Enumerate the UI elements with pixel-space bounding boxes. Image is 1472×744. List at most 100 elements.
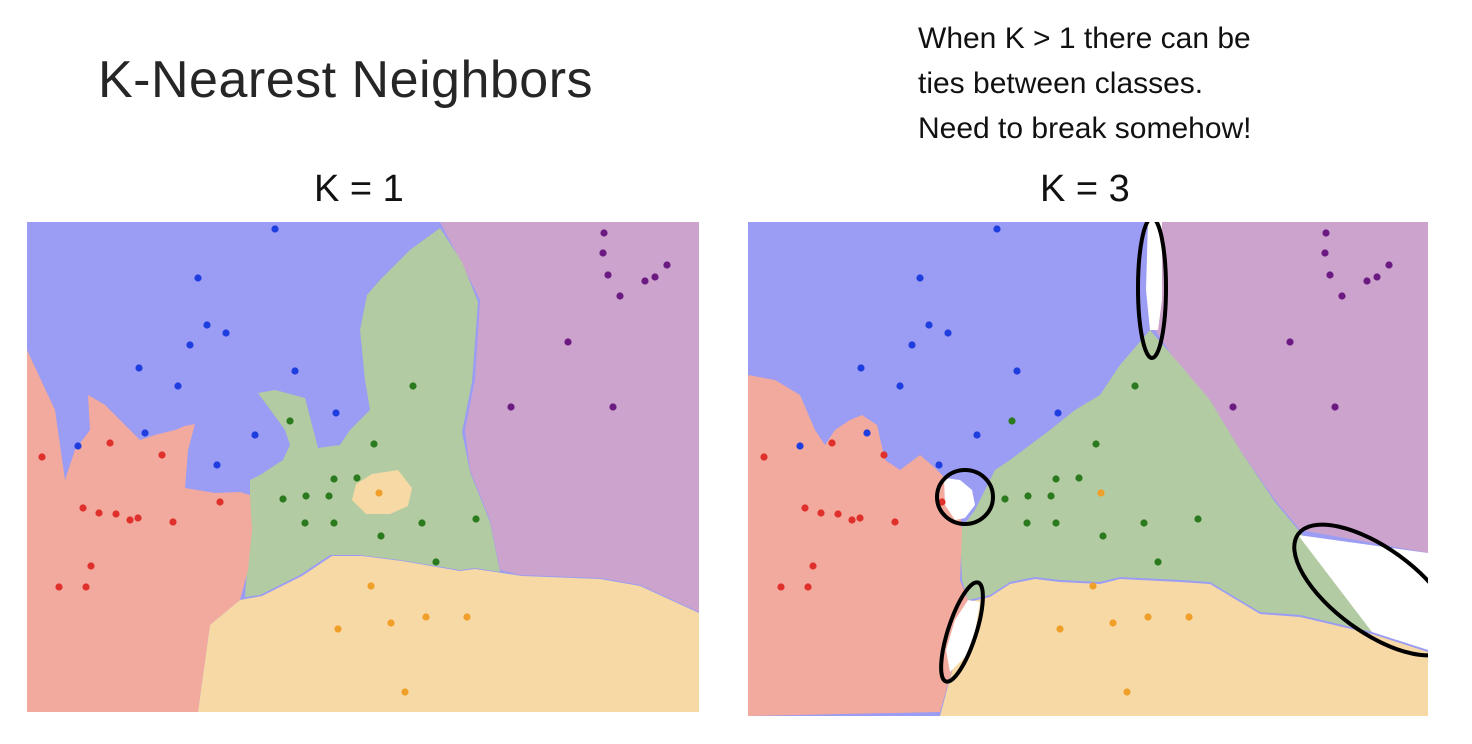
- point-red: [809, 562, 817, 570]
- point-orange: [1185, 613, 1193, 621]
- tie-region-mid: [944, 478, 975, 520]
- tie-outline-right: [1292, 522, 1428, 658]
- point-blue: [291, 367, 299, 375]
- point-blue: [332, 409, 340, 417]
- point-red: [38, 453, 46, 461]
- point-purple: [1321, 249, 1329, 257]
- point-blue: [194, 274, 202, 282]
- point-orange: [1123, 688, 1131, 696]
- point-blue: [944, 329, 952, 337]
- point-orange: [387, 619, 395, 627]
- point-red: [880, 451, 888, 459]
- region-orange: [940, 579, 1428, 716]
- point-blue: [135, 364, 143, 372]
- point-purple: [600, 229, 608, 237]
- region-orange: [198, 556, 699, 712]
- point-blue: [908, 341, 916, 349]
- point-red: [87, 562, 95, 570]
- point-purple: [507, 403, 515, 411]
- region-purple: [440, 222, 699, 612]
- point-red: [804, 583, 812, 591]
- point-red: [82, 583, 90, 591]
- point-orange: [1089, 582, 1097, 590]
- point-red: [760, 453, 768, 461]
- point-red: [834, 510, 842, 518]
- point-green: [432, 558, 440, 566]
- region-green: [245, 228, 500, 597]
- point-green: [353, 474, 361, 482]
- point-green: [1001, 495, 1009, 503]
- point-blue: [1054, 409, 1062, 417]
- point-purple: [604, 271, 612, 279]
- point-orange: [367, 582, 375, 590]
- points-k3: [760, 225, 1393, 696]
- point-green: [1075, 474, 1083, 482]
- point-green: [1131, 382, 1139, 390]
- point-red: [777, 583, 785, 591]
- point-blue: [174, 382, 182, 390]
- point-green: [377, 532, 385, 540]
- point-green: [409, 382, 417, 390]
- point-orange: [401, 688, 409, 696]
- knn-decision-map-k1: [27, 222, 699, 712]
- slide-title: K-Nearest Neighbors: [98, 51, 594, 109]
- point-green: [330, 519, 338, 527]
- point-red: [112, 510, 120, 518]
- tie-region-right: [1298, 535, 1428, 650]
- point-purple: [1322, 229, 1330, 237]
- region-red: [748, 375, 968, 716]
- point-green: [302, 492, 310, 500]
- point-green: [1194, 515, 1202, 523]
- tie-outline-top: [1136, 222, 1168, 360]
- point-blue: [141, 429, 149, 437]
- point-red: [891, 518, 899, 526]
- point-red: [817, 509, 825, 517]
- point-green: [1099, 532, 1107, 540]
- point-purple: [1229, 403, 1237, 411]
- point-orange: [1144, 613, 1152, 621]
- point-red: [216, 498, 224, 506]
- point-green: [286, 417, 294, 425]
- point-orange: [1097, 489, 1105, 497]
- point-green: [279, 495, 287, 503]
- points-k1: [38, 225, 671, 696]
- point-blue: [74, 442, 82, 450]
- point-red: [106, 439, 114, 447]
- point-blue: [925, 321, 933, 329]
- tie-note: When K > 1 there can be ties between cla…: [918, 16, 1438, 151]
- point-purple: [609, 403, 617, 411]
- point-blue: [1013, 367, 1021, 375]
- point-green: [1024, 492, 1032, 500]
- point-purple: [1373, 273, 1381, 281]
- point-red: [856, 514, 864, 522]
- point-purple: [1286, 338, 1294, 346]
- point-red: [158, 451, 166, 459]
- region-red: [27, 350, 252, 712]
- point-purple: [1338, 292, 1346, 300]
- point-blue: [271, 225, 279, 233]
- tie-region-bottom: [946, 600, 980, 672]
- point-red: [828, 439, 836, 447]
- point-blue: [857, 364, 865, 372]
- point-green: [1052, 519, 1060, 527]
- point-blue: [935, 461, 943, 469]
- panel-title-k1: K = 1: [314, 168, 404, 210]
- point-red: [848, 516, 856, 524]
- point-green: [330, 475, 338, 483]
- point-orange: [334, 625, 342, 633]
- tie-note-line: Need to break somehow!: [918, 112, 1252, 145]
- point-blue: [863, 429, 871, 437]
- point-green: [325, 492, 333, 500]
- panel-title-k3: K = 3: [1040, 168, 1130, 210]
- region-purple: [1155, 222, 1428, 553]
- point-blue: [916, 274, 924, 282]
- point-green: [1140, 519, 1148, 527]
- point-green: [1008, 417, 1016, 425]
- point-blue: [796, 442, 804, 450]
- tie-region-top: [1146, 222, 1162, 330]
- knn-decision-map-k3: [748, 222, 1428, 716]
- point-purple: [651, 273, 659, 281]
- point-green: [301, 519, 309, 527]
- point-purple: [1326, 271, 1334, 279]
- point-purple: [641, 277, 649, 285]
